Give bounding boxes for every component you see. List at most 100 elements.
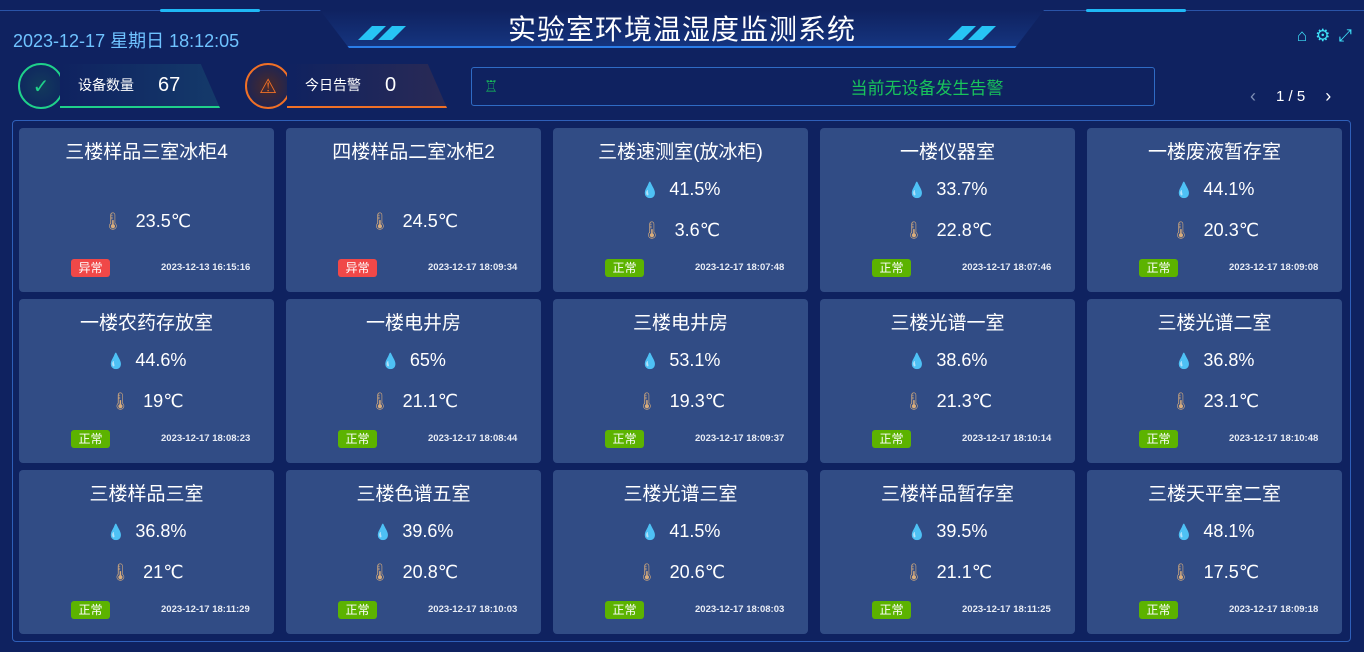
temperature-reading: 🌡 21.3℃ <box>820 391 1075 412</box>
device-card[interactable]: 一楼仪器室 💧 33.7% 🌡 22.8℃ 正常 2023-12-17 18:07:46 <box>820 128 1075 292</box>
device-card[interactable]: 三楼样品暂存室 💧 39.5% 🌡 21.1℃ 正常 2023-12-17 18:11:25 <box>820 470 1075 634</box>
humidity-icon: 💧 <box>640 182 660 199</box>
status-badge: 正常 <box>605 430 644 448</box>
device-count-value: 67 <box>158 73 181 96</box>
humidity-icon: 💧 <box>907 353 927 370</box>
humidity-icon: 💧 <box>106 524 126 541</box>
device-name: 一楼废液暂存室 <box>1147 142 1281 163</box>
humidity-value: 44.1% <box>1203 179 1255 199</box>
device-name: 一楼农药存放室 <box>79 313 213 334</box>
temperature-reading: 🌡 21℃ <box>19 562 274 583</box>
temperature-value: 20.3℃ <box>1203 220 1259 240</box>
thermometer-icon: 🌡 <box>1170 221 1192 240</box>
page-title: 实验室环境温湿度监测系统 <box>507 14 856 45</box>
timestamp: 2023-12-17 18:10:48 <box>1229 433 1319 444</box>
fullscreen-icon[interactable]: ⤢ <box>1338 26 1352 45</box>
status-badge: 正常 <box>338 601 377 619</box>
temperature-reading: 🌡 19.3℃ <box>553 391 808 412</box>
temperature-value: 23.5℃ <box>135 211 191 231</box>
status-badge: 正常 <box>872 259 911 277</box>
alarm-count-label: 今日告警 <box>305 77 361 93</box>
siren-icon: ⚠ <box>245 63 291 109</box>
humidity-icon: 💧 <box>1174 182 1194 199</box>
humidity-reading: 💧 38.6% <box>820 350 1075 371</box>
device-name: 三楼速测室(放冰柜) <box>598 142 763 163</box>
temperature-value: 20.8℃ <box>402 562 458 582</box>
temperature-value: 21.1℃ <box>402 391 458 411</box>
device-card[interactable]: 三楼样品三室 💧 36.8% 🌡 21℃ 正常 2023-12-17 18:11:29 <box>19 470 274 634</box>
timestamp: 2023-12-17 18:08:23 <box>161 433 251 444</box>
alert-bar: ♖ 当前无设备发生告警 <box>471 67 1155 106</box>
status-badge: 正常 <box>872 430 911 448</box>
timestamp: 2023-12-17 18:09:34 <box>428 262 518 273</box>
humidity-reading: 💧 48.1% <box>1087 521 1342 542</box>
temperature-value: 23.1℃ <box>1203 391 1259 411</box>
device-name: 三楼光谱三室 <box>623 484 738 505</box>
humidity-value: 39.6% <box>402 521 454 541</box>
header-glow <box>1086 9 1186 12</box>
humidity-icon: 💧 <box>640 353 660 370</box>
thermometer-icon: 🌡 <box>109 563 132 582</box>
device-card[interactable]: 三楼光谱三室 💧 41.5% 🌡 20.6℃ 正常 2023-12-17 18:08:03 <box>553 470 808 634</box>
device-name: 一楼电井房 <box>365 313 461 334</box>
device-name: 三楼电井房 <box>632 313 728 334</box>
humidity-icon: 💧 <box>907 524 927 541</box>
status-badge: 正常 <box>605 601 644 619</box>
humidity-value: 44.6% <box>135 350 187 370</box>
humidity-reading: 💧 39.5% <box>820 521 1075 542</box>
gear-icon[interactable]: ⚙ <box>1315 26 1331 45</box>
humidity-value: 38.6% <box>936 350 988 370</box>
device-card[interactable]: 三楼色谱五室 💧 39.6% 🌡 20.8℃ 正常 2023-12-17 18:10:03 <box>286 470 541 634</box>
device-card[interactable]: 三楼天平室二室 💧 48.1% 🌡 17.5℃ 正常 2023-12-17 18:09:18 <box>1087 470 1342 634</box>
prev-page-button[interactable]: ‹ <box>1250 86 1256 106</box>
temperature-value: 19℃ <box>143 391 184 411</box>
humidity-reading: 💧 36.8% <box>1087 350 1342 371</box>
humidity-icon: 💧 <box>1174 353 1194 370</box>
timestamp: 2023-12-17 18:09:08 <box>1229 262 1319 273</box>
humidity-icon: 💧 <box>907 182 927 199</box>
device-card[interactable]: 三楼速测室(放冰柜) 💧 41.5% 🌡 3.6℃ 正常 2023-12-17 18:07:… <box>553 128 808 292</box>
temperature-value: 21℃ <box>143 562 184 582</box>
device-card[interactable]: 三楼电井房 💧 53.1% 🌡 19.3℃ 正常 2023-12-17 18:09:37 <box>553 299 808 463</box>
temperature-reading: 🌡 24.5℃ <box>286 211 541 232</box>
device-card[interactable]: 三楼光谱二室 💧 36.8% 🌡 23.1℃ 正常 2023-12-17 18:10:48 <box>1087 299 1342 463</box>
humidity-icon: 💧 <box>381 353 400 370</box>
device-card[interactable]: 三楼样品三室冰柜4 🌡 23.5℃ 异常 2023-12-13 16:15:16 <box>19 128 274 292</box>
humidity-value: 65% <box>409 350 446 370</box>
timestamp: 2023-12-17 18:08:44 <box>428 433 518 444</box>
device-card[interactable]: 一楼废液暂存室 💧 44.1% 🌡 20.3℃ 正常 2023-12-17 18:09:08 <box>1087 128 1342 292</box>
timestamp: 2023-12-17 18:07:46 <box>962 262 1052 273</box>
timestamp: 2023-12-17 18:10:03 <box>428 604 518 615</box>
device-card[interactable]: 一楼电井房 💧 65% 🌡 21.1℃ 正常 2023-12-17 18:08:44 <box>286 299 541 463</box>
temperature-reading: 🌡 20.6℃ <box>553 562 808 583</box>
device-name: 一楼仪器室 <box>899 142 995 163</box>
temperature-reading: 🌡 20.8℃ <box>286 562 541 583</box>
humidity-icon: 💧 <box>1174 524 1194 541</box>
humidity-value: 53.1% <box>669 350 721 370</box>
siren-icon: ♖ <box>484 78 499 96</box>
device-name: 三楼色谱五室 <box>356 484 471 505</box>
status-badge: 正常 <box>338 430 377 448</box>
device-card[interactable]: 一楼农药存放室 💧 44.6% 🌡 19℃ 正常 2023-12-17 18:08:23 <box>19 299 274 463</box>
humidity-icon: 💧 <box>640 524 660 541</box>
temperature-reading: 🌡 22.8℃ <box>820 220 1075 241</box>
home-icon[interactable]: ⌂ <box>1296 26 1308 45</box>
timestamp: 2023-12-17 18:10:14 <box>962 433 1052 444</box>
device-card[interactable]: 四楼样品二室冰柜2 🌡 24.5℃ 异常 2023-12-17 18:09:34 <box>286 128 541 292</box>
humidity-reading: 💧 65% <box>286 350 541 371</box>
device-card[interactable]: 三楼光谱一室 💧 38.6% 🌡 21.3℃ 正常 2023-12-17 18:10:14 <box>820 299 1075 463</box>
thermometer-icon: 🌡 <box>636 392 658 411</box>
next-page-button[interactable]: › <box>1325 86 1332 106</box>
humidity-value: 36.8% <box>1203 350 1255 370</box>
timestamp: 2023-12-17 18:08:03 <box>695 604 785 615</box>
humidity-value: 41.5% <box>669 521 721 541</box>
temperature-reading: 🌡 23.5℃ <box>19 211 274 232</box>
humidity-reading: 💧 53.1% <box>553 350 808 371</box>
timestamp: 2023-12-17 18:09:37 <box>695 433 785 444</box>
temperature-value: 19.3℃ <box>669 391 725 411</box>
humidity-reading: 💧 39.6% <box>286 521 541 542</box>
thermometer-icon: 🌡 <box>641 221 663 240</box>
humidity-value: 48.1% <box>1203 521 1255 541</box>
status-badge: 正常 <box>1139 430 1178 448</box>
humidity-value: 36.8% <box>135 521 187 541</box>
